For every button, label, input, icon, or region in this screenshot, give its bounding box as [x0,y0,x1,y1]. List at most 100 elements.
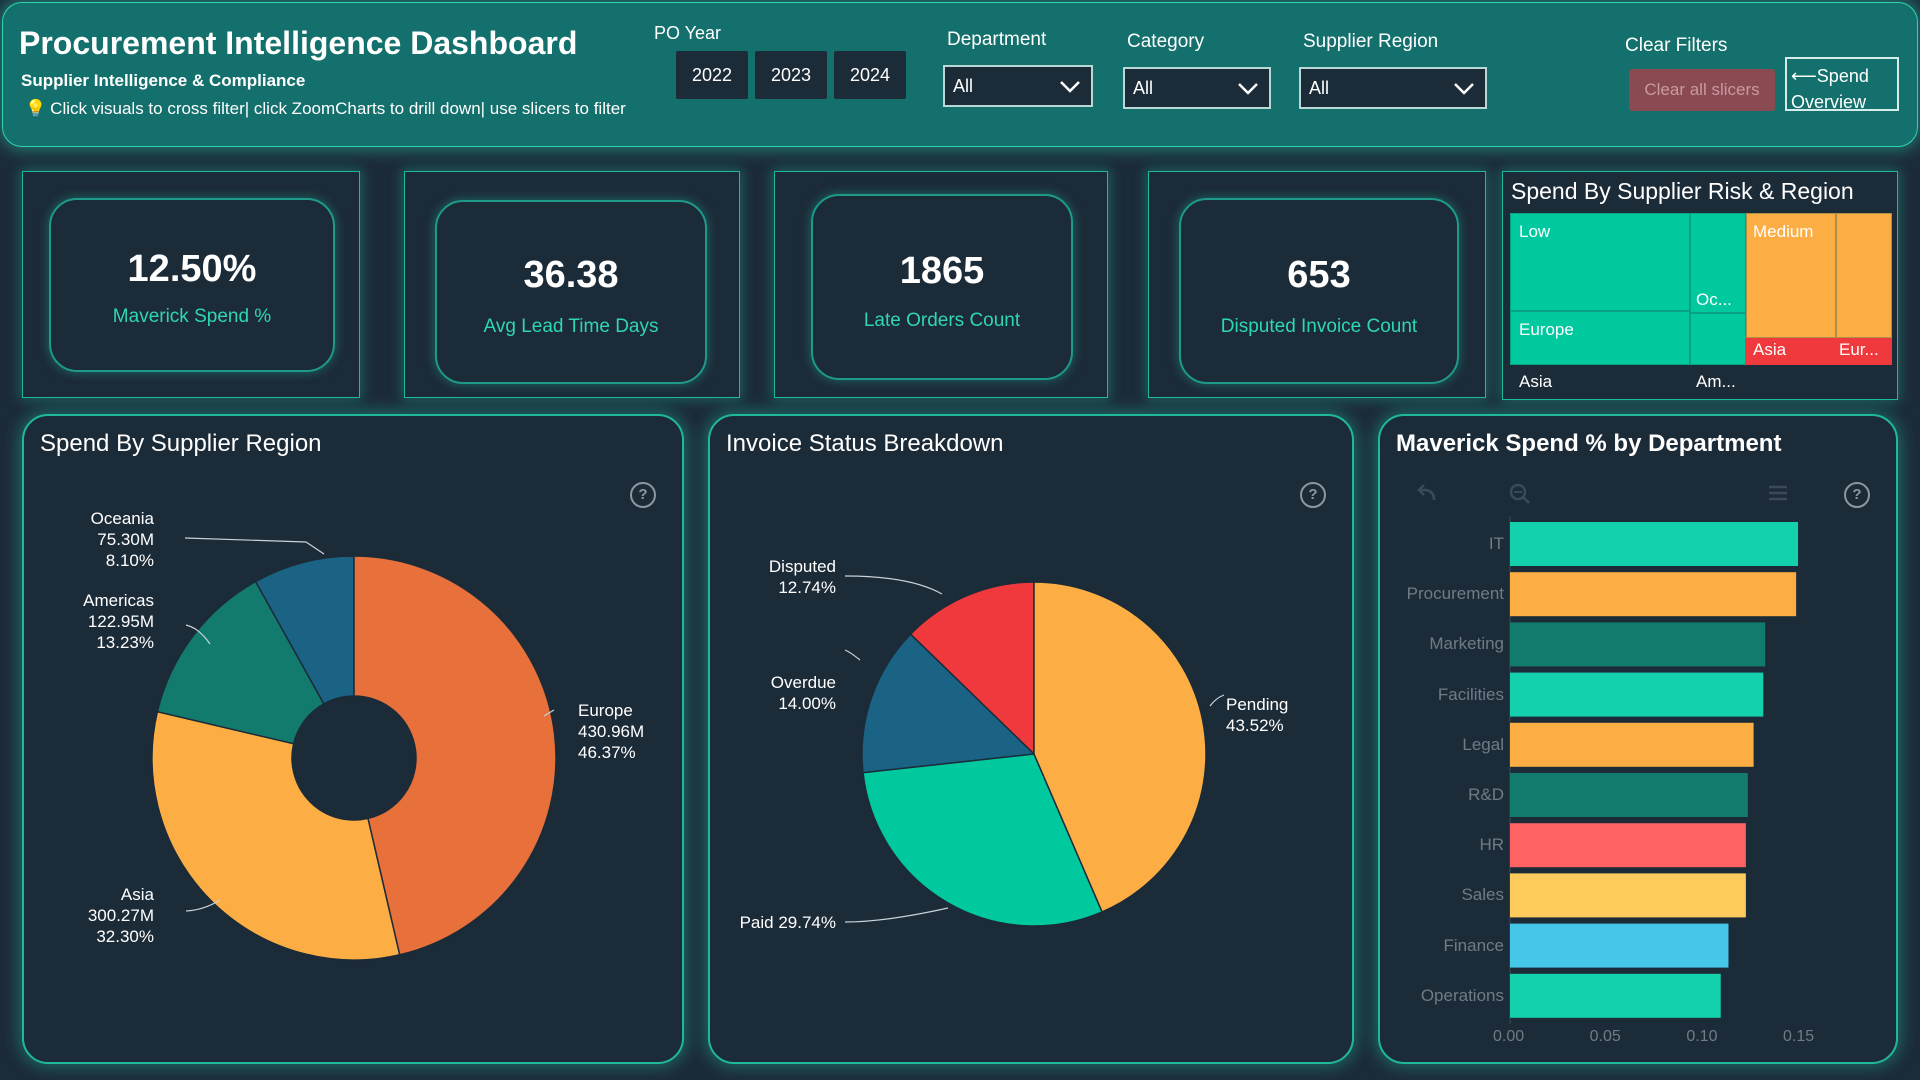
treemap-label-europe: Europe [1519,320,1574,339]
bar-it[interactable] [1510,522,1799,566]
chevron-down-icon [1454,83,1474,95]
leader-line [844,649,861,661]
kpi-value: 12.50% [127,248,257,290]
kpi-label: Maverick Spend % [112,306,272,327]
kpi-frame: 1865 Late Orders Count [811,194,1073,380]
help-icon[interactable]: ? [1844,482,1870,508]
lightbulb-icon: 💡 [25,99,47,118]
treemap-panel: Spend By Supplier Risk & Region Low Euro… [1502,171,1898,400]
department-dropdown[interactable]: All [943,65,1093,107]
supplier-region-dropdown[interactable]: All [1299,67,1487,109]
invoice-status-panel: Invoice Status Breakdown ? Disputed 12.7… [708,414,1354,1064]
region-slice-europe[interactable] [353,555,557,956]
kpi-frame: 36.38 Avg Lead Time Days [435,200,707,384]
treemap-title: Spend By Supplier Risk & Region [1511,178,1854,204]
bar-procurement[interactable] [1510,572,1797,617]
bar-category-label: Sales [1461,885,1504,905]
clear-filters-label: Clear Filters [1625,35,1728,56]
region-donut-chart[interactable] [24,416,682,1062]
bar-marketing[interactable] [1510,622,1766,667]
department-value: All [953,75,974,96]
bar-category-label: HR [1479,835,1504,855]
region-label-amount: 75.30M [97,530,154,549]
treemap-cell-low-europe[interactable] [1510,213,1690,311]
bar-r-d[interactable] [1510,773,1748,817]
invoice-slice-paid[interactable] [862,753,1104,927]
chevron-down-icon [1238,83,1258,95]
treemap-label-asia: Asia [1519,372,1553,391]
region-label-amount: 430.96M [578,722,645,741]
bar-category-label: Legal [1462,734,1504,754]
help-icon[interactable]: ? [1300,482,1326,508]
invoice-slice-overdue[interactable] [861,633,1036,774]
spend-overview-button[interactable]: ⟵Spend Overview [1785,57,1899,111]
kpi-label: Avg Lead Time Days [483,316,659,337]
treemap-label-low: Low [1519,222,1551,241]
region-label-name: Europe [578,701,633,720]
kpi-card-avg-lead-time: 36.38 Avg Lead Time Days [404,171,740,398]
kpi-value: 36.38 [523,254,619,296]
bar-axis-tick: 0.00 [1493,1028,1525,1045]
treemap-cell-low-americas[interactable] [1690,313,1746,365]
region-label-pct: 8.10% [105,551,154,570]
po-year-label: PO Year [654,23,722,43]
region-label-americas: Americas 122.95M 13.23% [54,590,154,653]
kpi-card-disputed-invoices: 653 Disputed Invoice Count [1148,171,1486,398]
treemap-cell-low-oceania[interactable] [1690,213,1746,313]
category-value: All [1133,77,1154,98]
region-label-asia: Asia 300.27M 32.30% [54,884,154,947]
region-slice-asia[interactable] [151,710,401,961]
kpi-card-late-orders: 1865 Late Orders Count [774,171,1108,398]
bar-facilities[interactable] [1510,672,1764,717]
year-button-2023[interactable]: 2023 [755,51,827,99]
treemap-label-medium: Medium [1753,222,1814,241]
region-label-oceania: Oceania 75.30M 8.10% [54,508,154,571]
bar-axis-tick: 0.15 [1783,1028,1815,1045]
department-label: Department [947,29,1047,50]
treemap-cell-medium-europe[interactable] [1836,213,1892,338]
treemap-label-medium-europe: Eur... [1839,340,1879,359]
kpi-value: 653 [1287,254,1351,296]
drill-up-icon[interactable] [1416,482,1440,506]
invoice-label-overdue: Overdue 14.00% [730,672,836,714]
bar-legal[interactable] [1510,722,1754,767]
bar-finance[interactable] [1510,923,1729,968]
invoice-label-disputed: Disputed 12.74% [730,556,836,598]
bar-operations[interactable] [1510,973,1721,1018]
kpi-label: Late Orders Count [863,310,1021,331]
invoice-pie-chart[interactable] [710,416,1352,1062]
treemap-cell-medium-asia[interactable] [1746,213,1836,338]
leader-line [1209,694,1225,707]
invoice-slice-pending[interactable] [1033,581,1207,913]
clear-all-slicers-button[interactable]: Clear all slicers [1629,69,1775,111]
treemap-cell-low-asia[interactable] [1510,311,1690,365]
invoice-label-pct: 12.74% [778,578,836,597]
list-icon[interactable] [1766,482,1790,506]
invoice-label-pct: 14.00% [778,694,836,713]
bar-category-label: IT [1488,534,1504,553]
zoom-out-icon[interactable] [1508,482,1532,506]
bar-sales[interactable] [1510,873,1746,918]
region-slice-americas[interactable] [156,580,325,745]
leader-line [185,624,211,645]
kpi-label: Disputed Invoice Count [1220,316,1418,337]
category-dropdown[interactable]: All [1123,67,1271,109]
usage-hint-text: Click visuals to cross filter| click Zoo… [50,99,626,118]
kpi-frame: 653 Disputed Invoice Count [1179,198,1459,384]
invoice-slice-disputed[interactable] [909,581,1035,756]
bar-hr[interactable] [1510,823,1746,868]
invoice-label-pct: 43.52% [1226,716,1284,735]
invoice-label-pct: 29.74% [778,913,836,932]
treemap-cell-high[interactable] [1746,338,1892,365]
help-icon[interactable]: ? [630,482,656,508]
invoice-label-paid: Paid 29.74% [720,912,836,933]
leader-line [185,899,221,912]
header-banner: Procurement Intelligence Dashboard Suppl… [2,2,1918,147]
year-button-2022[interactable]: 2022 [676,51,748,99]
invoice-label-name: Disputed [768,557,836,576]
spend-by-region-panel: Spend By Supplier Region ? Oceania 75.30… [22,414,684,1064]
year-button-2024[interactable]: 2024 [834,51,906,99]
maverick-bar-chart[interactable] [1380,416,1896,1062]
treemap-label-americas: Am... [1696,372,1736,391]
region-label-name: Americas [83,591,154,610]
